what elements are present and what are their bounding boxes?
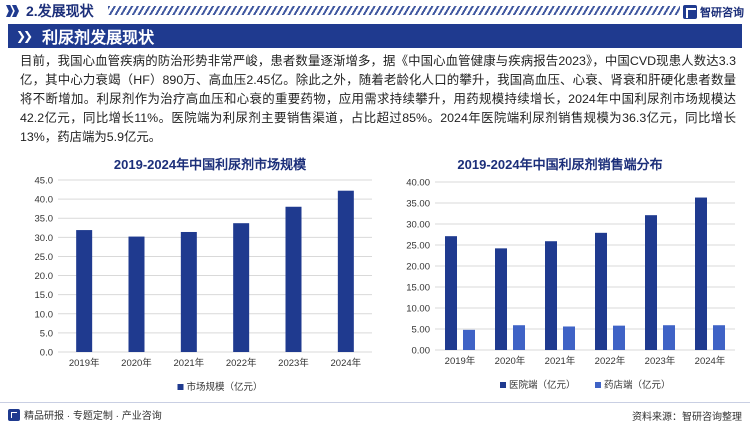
bar-secondary (613, 325, 625, 350)
x-tick-label: 2023年 (645, 355, 676, 367)
bar-primary (595, 232, 607, 350)
x-tick-label: 2019年 (445, 355, 476, 367)
y-tick-label: 45.0 (35, 176, 54, 187)
source-note: 资料来源：智研咨询整理 (632, 412, 742, 423)
bar-primary (445, 236, 457, 350)
bar-primary (180, 231, 197, 352)
bar-primary (233, 223, 250, 352)
brand-logo: 智研咨询 (683, 4, 744, 20)
section-title: 2.发展现状 (26, 3, 94, 19)
bar-primary (645, 215, 657, 350)
x-tick-label: 2020年 (121, 357, 152, 369)
bar-secondary (463, 329, 475, 350)
top-bar: 2.发展现状 智研咨询 (0, 0, 750, 22)
bar-primary (495, 248, 507, 350)
y-tick-label: 30.00 (406, 220, 430, 231)
brand-icon (683, 5, 697, 19)
bar-primary (337, 190, 354, 352)
legend-swatch (500, 382, 506, 388)
y-tick-label: 35.00 (406, 199, 430, 210)
y-tick-label: 35.0 (35, 214, 54, 225)
chart1-title: 2019-2024年中国利尿剂市场规模 (113, 157, 307, 172)
double-chevron-icon: ❯❯ (16, 29, 33, 43)
x-tick-label: 2019年 (69, 357, 100, 369)
x-tick-label: 2022年 (595, 355, 626, 367)
legend-label: 医院端（亿元） (509, 379, 576, 391)
market-size-chart: 0.0 5.0 10.0 15.0 20.0 25.0 30.0 35.0 40.0 45.0 20… (35, 176, 372, 393)
title-banner: ❯❯ 利尿剂发展现状 (8, 24, 742, 48)
y-tick-label: 40.00 (406, 178, 430, 189)
bar-primary (545, 241, 557, 350)
page-title: 利尿剂发展现状 (42, 30, 155, 47)
y-tick-label: 20.00 (406, 262, 430, 273)
x-tick-label: 2022年 (226, 357, 257, 369)
legend-label: 药店端（亿元） (604, 379, 671, 391)
chart2-title: 2019-2024年中国利尿剂销售端分布 (457, 157, 663, 172)
bar-secondary (663, 325, 675, 350)
x-tick-label: 2023年 (278, 357, 309, 369)
bar-secondary (563, 326, 575, 350)
x-tick-label: 2024年 (331, 357, 362, 369)
bar-secondary (513, 325, 525, 350)
bar-primary (76, 230, 93, 352)
bar-primary (285, 206, 302, 352)
legend-label: 市场规模（亿元） (187, 381, 263, 393)
y-tick-label: 5.0 (40, 328, 53, 339)
footer-services: 精品研报 · 专题定制 · 产业咨询 (24, 411, 162, 422)
y-tick-label: 20.0 (35, 271, 54, 282)
brand-name: 智研咨询 (700, 7, 744, 19)
decorative-stripes (108, 6, 680, 15)
y-tick-label: 10.0 (35, 309, 54, 320)
legend-swatch (595, 382, 601, 388)
y-tick-label: 30.0 (35, 233, 54, 244)
y-tick-label: 40.0 (35, 195, 54, 206)
y-tick-label: 15.0 (35, 290, 54, 301)
channel-distribution-chart: 0.00 5.00 10.00 15.00 20.00 25.00 30.00 35.00 40… (406, 178, 735, 391)
bar-primary (128, 236, 145, 352)
y-tick-label: 25.00 (406, 241, 430, 252)
y-tick-label: 10.00 (406, 304, 430, 315)
x-tick-label: 2021年 (545, 355, 576, 367)
y-tick-label: 0.00 (412, 346, 431, 357)
x-tick-label: 2024年 (695, 355, 726, 367)
bar-primary (695, 197, 707, 350)
intro-paragraph: 目前，我国心血管疾病的防治形势非常严峻，患者数量逐渐增多，据《中国心血管健康与疾… (20, 54, 736, 144)
y-tick-label: 25.0 (35, 252, 54, 263)
x-tick-label: 2021年 (174, 357, 205, 369)
legend-swatch (177, 384, 184, 390)
x-tick-label: 2020年 (495, 355, 526, 367)
footer-logo-icon (8, 408, 20, 421)
footer: 精品研报 · 专题定制 · 产业咨询 资料来源：智研咨询整理 (0, 402, 750, 423)
y-tick-label: 15.00 (406, 283, 430, 294)
y-tick-label: 0.0 (40, 348, 53, 359)
y-tick-label: 5.00 (412, 325, 431, 336)
footer-left: 精品研报 · 专题定制 · 产业咨询 (8, 407, 162, 422)
bar-secondary (713, 325, 725, 350)
chevron-icon (6, 5, 22, 17)
